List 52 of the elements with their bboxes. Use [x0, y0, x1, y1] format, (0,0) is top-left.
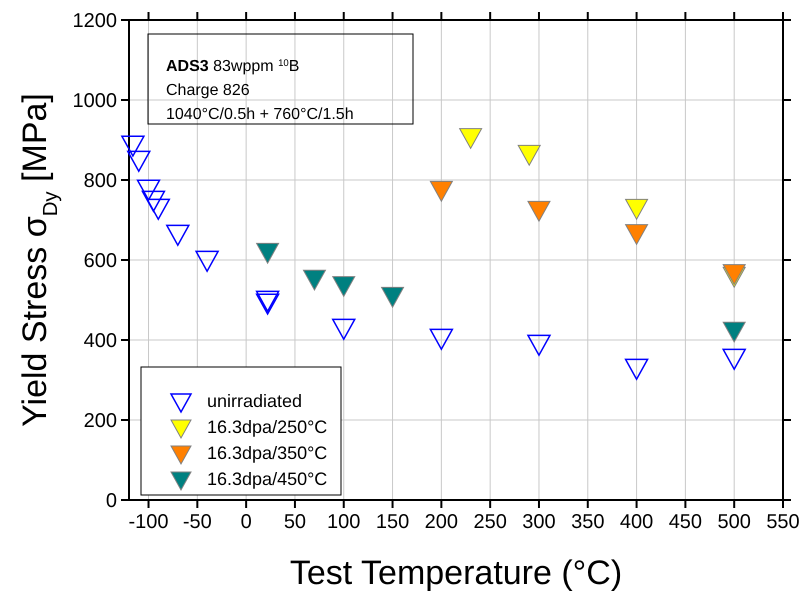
- annotation: Charge 826: [166, 82, 250, 99]
- point: [166, 224, 190, 246]
- y-tick-label: 400: [84, 330, 117, 352]
- y-tick-label: 600: [84, 250, 117, 272]
- x-axis-title: Test Temperature (°C): [290, 554, 622, 592]
- point: [332, 276, 356, 297]
- point: [142, 190, 166, 212]
- x-tick-label: -50: [182, 511, 212, 533]
- point: [121, 135, 145, 157]
- point: [527, 200, 550, 222]
- point: [256, 242, 280, 264]
- x-tick-label: 0: [240, 511, 252, 533]
- legend-label: 16.3dpa/250°C: [207, 417, 328, 437]
- point: [625, 198, 648, 220]
- point: [302, 270, 326, 290]
- y-tick-label: 1200: [72, 10, 117, 32]
- point: [430, 180, 453, 202]
- y-tick-label: 200: [84, 410, 117, 432]
- point: [146, 198, 170, 220]
- legend-label: 16.3dpa/350°C: [207, 443, 328, 463]
- x-tick-label: 200: [424, 511, 458, 533]
- point: [332, 318, 356, 340]
- point: [624, 358, 648, 380]
- annotation: 1040°C/0.5h + 760°C/1.5h: [166, 106, 354, 123]
- point: [430, 328, 454, 350]
- y-tick-label: 800: [84, 170, 117, 192]
- point: [722, 348, 746, 370]
- point: [127, 150, 151, 172]
- x-tick-label: 150: [376, 511, 410, 533]
- point: [459, 128, 482, 149]
- x-tick-label: 450: [668, 511, 702, 533]
- x-tick-label: 100: [327, 511, 360, 533]
- point: [625, 224, 648, 245]
- annotation: ADS3 83wppm $^{10}$B: [166, 58, 300, 75]
- x-tick-label: 500: [718, 511, 751, 533]
- x-tick-label: -100: [128, 511, 169, 533]
- y-tick-label: 0: [106, 490, 117, 512]
- x-tick-label: 400: [620, 511, 654, 533]
- point: [722, 322, 746, 342]
- y-tick-label: 1000: [72, 90, 117, 112]
- x-tick-label: 550: [766, 511, 800, 533]
- point: [518, 144, 541, 166]
- x-tick-label: 300: [522, 511, 556, 533]
- point: [195, 250, 219, 272]
- x-tick-label: 250: [473, 511, 507, 533]
- point: [381, 286, 404, 308]
- x-tick-label: 50: [284, 511, 306, 533]
- legend-label: unirradiated: [207, 391, 302, 411]
- legend-label: 16.3dpa/450°C: [207, 469, 328, 489]
- point: [136, 179, 160, 201]
- point: [527, 334, 551, 356]
- x-tick-label: 350: [571, 511, 604, 533]
